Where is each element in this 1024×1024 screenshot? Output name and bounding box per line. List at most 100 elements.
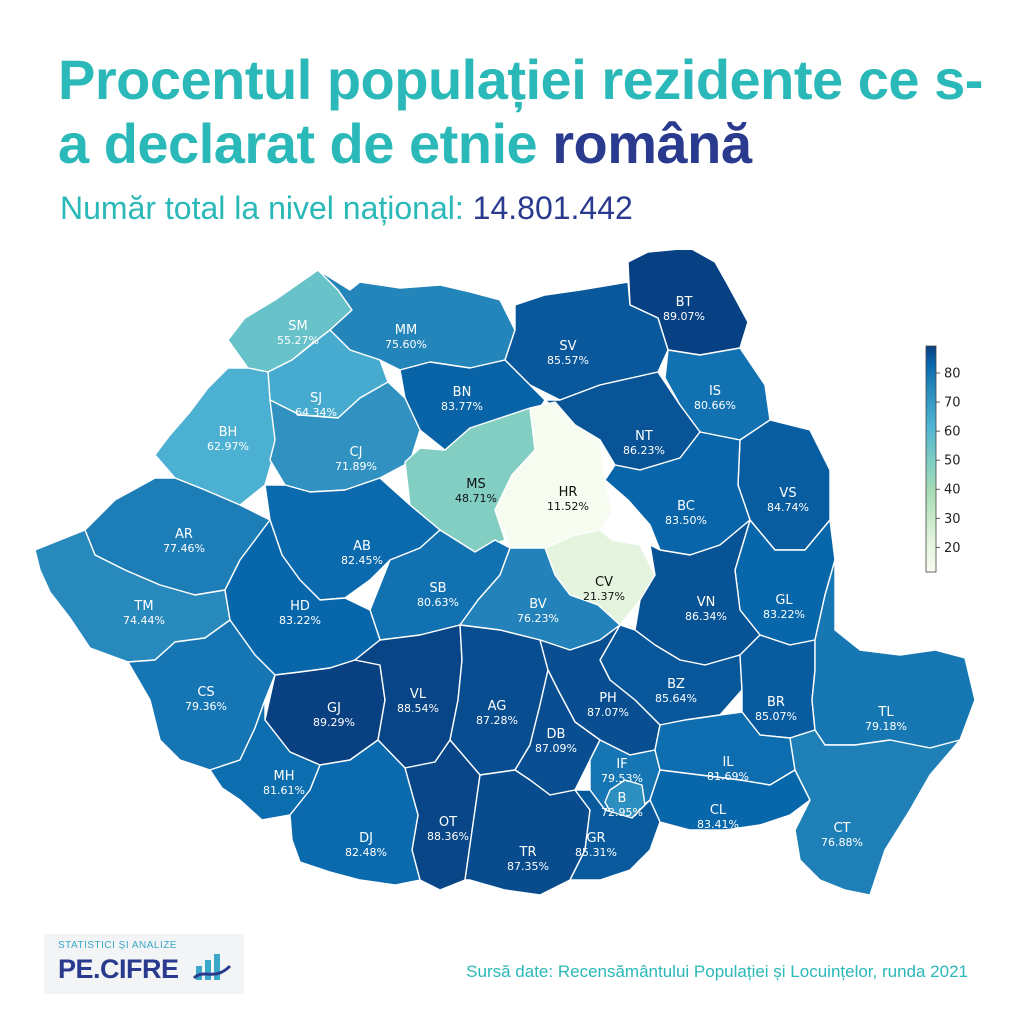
title-main: Procentul populației rezidente ce s-a de… bbox=[58, 48, 983, 175]
county-code-label: SJ bbox=[310, 391, 322, 406]
county-value-label: 88.54% bbox=[397, 702, 439, 715]
colorbar-tick-label: 40 bbox=[944, 483, 961, 498]
county-code-label: BT bbox=[676, 295, 693, 310]
colorbar-tick-label: 60 bbox=[944, 425, 961, 440]
county-code-label: NT bbox=[635, 429, 653, 444]
county-value-label: 83.22% bbox=[279, 614, 321, 627]
county-code-label: IL bbox=[722, 755, 734, 770]
county-code-label: PH bbox=[599, 691, 617, 706]
county-code-label: IF bbox=[616, 757, 627, 772]
county-code-label: GJ bbox=[327, 701, 341, 716]
county-value-label: 55.27% bbox=[277, 334, 319, 347]
county-code-label: IS bbox=[709, 384, 721, 399]
county-value-label: 79.36% bbox=[185, 700, 227, 713]
county-value-label: 89.29% bbox=[313, 716, 355, 729]
county-code-label: CJ bbox=[350, 445, 363, 460]
county-value-label: 64.34% bbox=[295, 406, 337, 419]
subtitle-label: Număr total la nivel național: bbox=[60, 190, 473, 226]
county-code-label: DJ bbox=[359, 831, 373, 846]
county-value-label: 11.52% bbox=[547, 500, 589, 513]
county-value-label: 83.50% bbox=[665, 514, 707, 527]
county-value-label: 48.71% bbox=[455, 492, 497, 505]
county-value-label: 87.35% bbox=[507, 860, 549, 873]
county-tl bbox=[811, 559, 976, 749]
colorbar-tick-label: 20 bbox=[944, 541, 961, 556]
county-code-label: SM bbox=[288, 319, 307, 334]
bar-chart-icon bbox=[192, 954, 232, 980]
county-value-label: 87.28% bbox=[476, 714, 518, 727]
county-code-label: B bbox=[618, 791, 627, 806]
county-value-label: 89.07% bbox=[663, 310, 705, 323]
county-gr bbox=[569, 789, 661, 881]
county-ct bbox=[789, 729, 961, 896]
subtitle-value: 14.801.442 bbox=[472, 190, 633, 226]
county-value-label: 21.37% bbox=[583, 590, 625, 603]
county-value-label: 76.88% bbox=[821, 836, 863, 849]
colorbar: 20 30 40 50 60 70 80 bbox=[925, 345, 961, 573]
county-code-label: AB bbox=[353, 539, 371, 554]
county-value-label: 88.36% bbox=[427, 830, 469, 843]
county-value-label: 82.45% bbox=[341, 554, 383, 567]
county-code-label: AR bbox=[175, 527, 193, 542]
county-code-label: TL bbox=[877, 705, 894, 720]
county-code-label: AG bbox=[488, 699, 507, 714]
colorbar-tick-label: 30 bbox=[944, 512, 961, 527]
county-value-label: 85.64% bbox=[655, 692, 697, 705]
county-code-label: DB bbox=[547, 727, 566, 742]
source-note: Sursă date: Recensământului Populației ș… bbox=[466, 962, 968, 981]
county-code-label: TM bbox=[133, 599, 153, 614]
county-value-label: 85.57% bbox=[547, 354, 589, 367]
county-value-label: 75.60% bbox=[385, 338, 427, 351]
county-code-label: SV bbox=[559, 339, 576, 354]
logo-name: PE.CIFRE bbox=[58, 954, 179, 984]
page-title: Procentul populației rezidente ce s-a de… bbox=[58, 48, 998, 176]
county-value-label: 87.07% bbox=[587, 706, 629, 719]
county-code-label: MM bbox=[395, 323, 417, 338]
subtitle: Număr total la nivel național: 14.801.44… bbox=[60, 190, 633, 227]
county-code-label: BC bbox=[677, 499, 695, 514]
county-code-label: BH bbox=[219, 425, 238, 440]
county-value-label: 77.46% bbox=[163, 542, 205, 555]
county-value-label: 72.95% bbox=[601, 806, 643, 819]
county-value-label: 83.41% bbox=[697, 818, 739, 831]
county-code-label: VS bbox=[779, 486, 796, 501]
county-dj bbox=[289, 739, 421, 886]
county-code-label: BZ bbox=[667, 677, 685, 692]
colorbar-tick-label: 70 bbox=[944, 396, 961, 411]
county-code-label: BV bbox=[529, 597, 547, 612]
county-code-label: HD bbox=[290, 599, 310, 614]
colorbar-gradient bbox=[925, 345, 937, 573]
colorbar-tick-label: 80 bbox=[944, 366, 961, 381]
county-code-label: SB bbox=[429, 581, 446, 596]
county-value-label: 83.22% bbox=[763, 608, 805, 621]
county-value-label: 80.66% bbox=[694, 399, 736, 412]
county-code-label: HR bbox=[559, 485, 578, 500]
county-value-label: 85.31% bbox=[575, 846, 617, 859]
county-value-label: 71.89% bbox=[335, 460, 377, 473]
county-value-label: 76.23% bbox=[517, 612, 559, 625]
county-value-label: 84.74% bbox=[767, 501, 809, 514]
county-value-label: 81.69% bbox=[707, 770, 749, 783]
colorbar-tick-label: 50 bbox=[944, 454, 961, 469]
county-db bbox=[514, 669, 601, 796]
county-code-label: CS bbox=[197, 685, 214, 700]
county-value-label: 79.53% bbox=[601, 772, 643, 785]
county-value-label: 82.48% bbox=[345, 846, 387, 859]
county-value-label: 83.77% bbox=[441, 400, 483, 413]
county-code-label: CL bbox=[710, 803, 727, 818]
county-code-label: GL bbox=[775, 593, 793, 608]
logo: STATISTICI ȘI ANALIZE PE.CIFRE bbox=[44, 934, 244, 994]
county-value-label: 86.34% bbox=[685, 610, 727, 623]
county-code-label: GR bbox=[586, 831, 605, 846]
county-code-label: BR bbox=[767, 695, 785, 710]
logo-tagline: STATISTICI ȘI ANALIZE bbox=[58, 940, 178, 951]
county-value-label: 62.97% bbox=[207, 440, 249, 453]
county-code-label: TR bbox=[519, 845, 537, 860]
county-value-label: 86.23% bbox=[623, 444, 665, 457]
county-value-label: 85.07% bbox=[755, 710, 797, 723]
county-code-label: OT bbox=[439, 815, 457, 830]
county-value-label: 87.09% bbox=[535, 742, 577, 755]
county-code-label: VL bbox=[410, 687, 427, 702]
